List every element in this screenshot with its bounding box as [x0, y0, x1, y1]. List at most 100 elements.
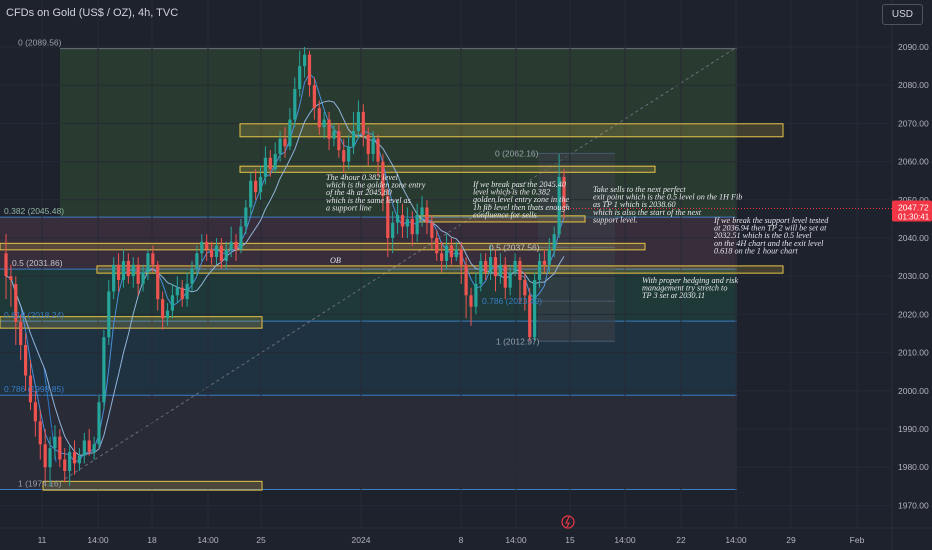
candle-body — [322, 119, 326, 128]
slow-moving-average — [5, 100, 565, 456]
candle-body — [533, 280, 537, 338]
candle-body — [366, 134, 370, 154]
annotation-text-line: If we break the support level tested — [713, 216, 829, 225]
candle-body — [209, 249, 214, 258]
candle-body — [107, 291, 111, 338]
annotation-text-line: If we break past the 2045.40 — [472, 180, 566, 189]
price-tick-label: 2040.00 — [898, 233, 929, 243]
fib-band-0618-0786 — [0, 321, 737, 396]
annotation-text-line: management try stretch to — [642, 284, 727, 293]
fib-small-level-label: 0.786 (2023.49) — [482, 296, 542, 306]
fib-big-level-label: 1 (1974.16) — [18, 479, 62, 489]
annotation-text-line: on the 4H chart and the exit level — [714, 239, 824, 248]
candle-body — [97, 402, 101, 445]
support-resistance-zone — [239, 123, 784, 138]
candle-body — [43, 444, 47, 468]
fib-big-level-label: 0.5 (2031.86) — [12, 258, 63, 268]
annotation-text-line: exit point which is the 0.5 level on the… — [593, 193, 742, 202]
current-price-countdown: 01:30:41 — [898, 213, 930, 222]
candle-body — [513, 260, 517, 273]
price-tick-label: 2080.00 — [898, 80, 929, 90]
candle-body — [356, 111, 361, 132]
candle-body — [219, 245, 223, 261]
candle-body — [131, 264, 135, 277]
candle-body — [263, 157, 268, 177]
time-tick-label: 18 — [147, 535, 157, 545]
candle-body — [293, 89, 297, 120]
candle-body — [425, 207, 429, 223]
fib-big-level-label: 0.618 (2018.24) — [4, 310, 64, 320]
annotation-text-line: 1h fib level then thats enough — [473, 203, 570, 212]
time-tick-label: 11 — [38, 535, 47, 545]
candle-body — [312, 85, 316, 109]
candle-body — [239, 226, 243, 250]
candle-body — [9, 276, 13, 281]
price-tick-label: 2010.00 — [898, 348, 929, 358]
candle-body — [63, 459, 67, 472]
candle-body — [258, 176, 263, 193]
candle-body — [161, 299, 165, 319]
candle-body — [126, 260, 130, 277]
price-tick-label: 1980.00 — [898, 462, 929, 472]
candle-body — [234, 241, 238, 250]
candle-body — [415, 215, 419, 235]
candle-body — [185, 283, 189, 300]
annotation-text-line: support level. — [593, 215, 638, 224]
support-resistance-zone — [42, 480, 263, 491]
candle-body — [488, 257, 493, 273]
time-tick-label: 25 — [256, 535, 266, 545]
candle-body — [141, 272, 145, 284]
candle-body — [420, 207, 424, 216]
lightning-icon[interactable] — [561, 515, 575, 529]
current-price-tag — [892, 200, 932, 222]
candle-body — [523, 280, 527, 296]
candle-body — [508, 272, 512, 288]
candle-body — [268, 157, 272, 170]
time-axis: 11 14:00 18 14:00 25 2024 8 14:00 15 14:00 22 14:00… — [0, 527, 932, 545]
fib-small-level-label: 0 (2062.16) — [495, 148, 539, 158]
annotation-text-line: 0.618 on the 1 hour chart — [714, 246, 798, 255]
price-tick-label: 1990.00 — [898, 424, 929, 434]
candle-body — [283, 138, 287, 147]
candle-body — [53, 436, 57, 449]
candle-body — [361, 111, 365, 135]
time-tick-label: 14:00 — [614, 535, 636, 545]
fib-big-level-label: 0 (2089.56) — [18, 38, 62, 48]
candle-body — [82, 440, 86, 456]
candle-body — [165, 310, 170, 319]
currency-button[interactable]: USD — [881, 4, 923, 25]
price-axis: 1970.00 1980.00 1990.00 2000.00 2010.00 2020.… — [891, 0, 932, 550]
annotation-text-line: of the 4h at 2045.80 — [326, 188, 392, 197]
candle-body — [229, 241, 233, 250]
candle-body — [288, 119, 292, 147]
ob-label: OB — [330, 256, 341, 265]
support-resistance-zone — [0, 242, 646, 251]
candle-body — [498, 264, 502, 277]
candle-body — [68, 451, 72, 472]
candle-body — [537, 260, 542, 281]
annotation-text-line: With proper hedging and risk — [642, 276, 738, 285]
candle-body — [351, 131, 356, 147]
candle-body — [405, 218, 409, 227]
candle-body — [317, 108, 321, 128]
time-tick-label: 22 — [676, 535, 686, 545]
candle-body — [195, 253, 199, 269]
candle-body — [249, 180, 253, 208]
candle-body — [327, 119, 331, 139]
candle-body — [102, 337, 106, 403]
candle-body — [528, 295, 532, 338]
price-tick-label: 2050.00 — [898, 195, 929, 205]
candle-body — [112, 264, 116, 292]
fib-big-level-label: 0.786 (1998.85) — [4, 384, 64, 394]
time-tick-label: 8 — [459, 535, 464, 545]
candle-body — [298, 66, 302, 90]
candle-body — [342, 150, 346, 162]
candle-body — [337, 131, 341, 151]
candle-body — [190, 268, 194, 284]
candle-body — [503, 264, 507, 288]
price-axis-background — [892, 0, 932, 550]
candle-body — [254, 180, 258, 193]
candle-body — [474, 283, 478, 307]
